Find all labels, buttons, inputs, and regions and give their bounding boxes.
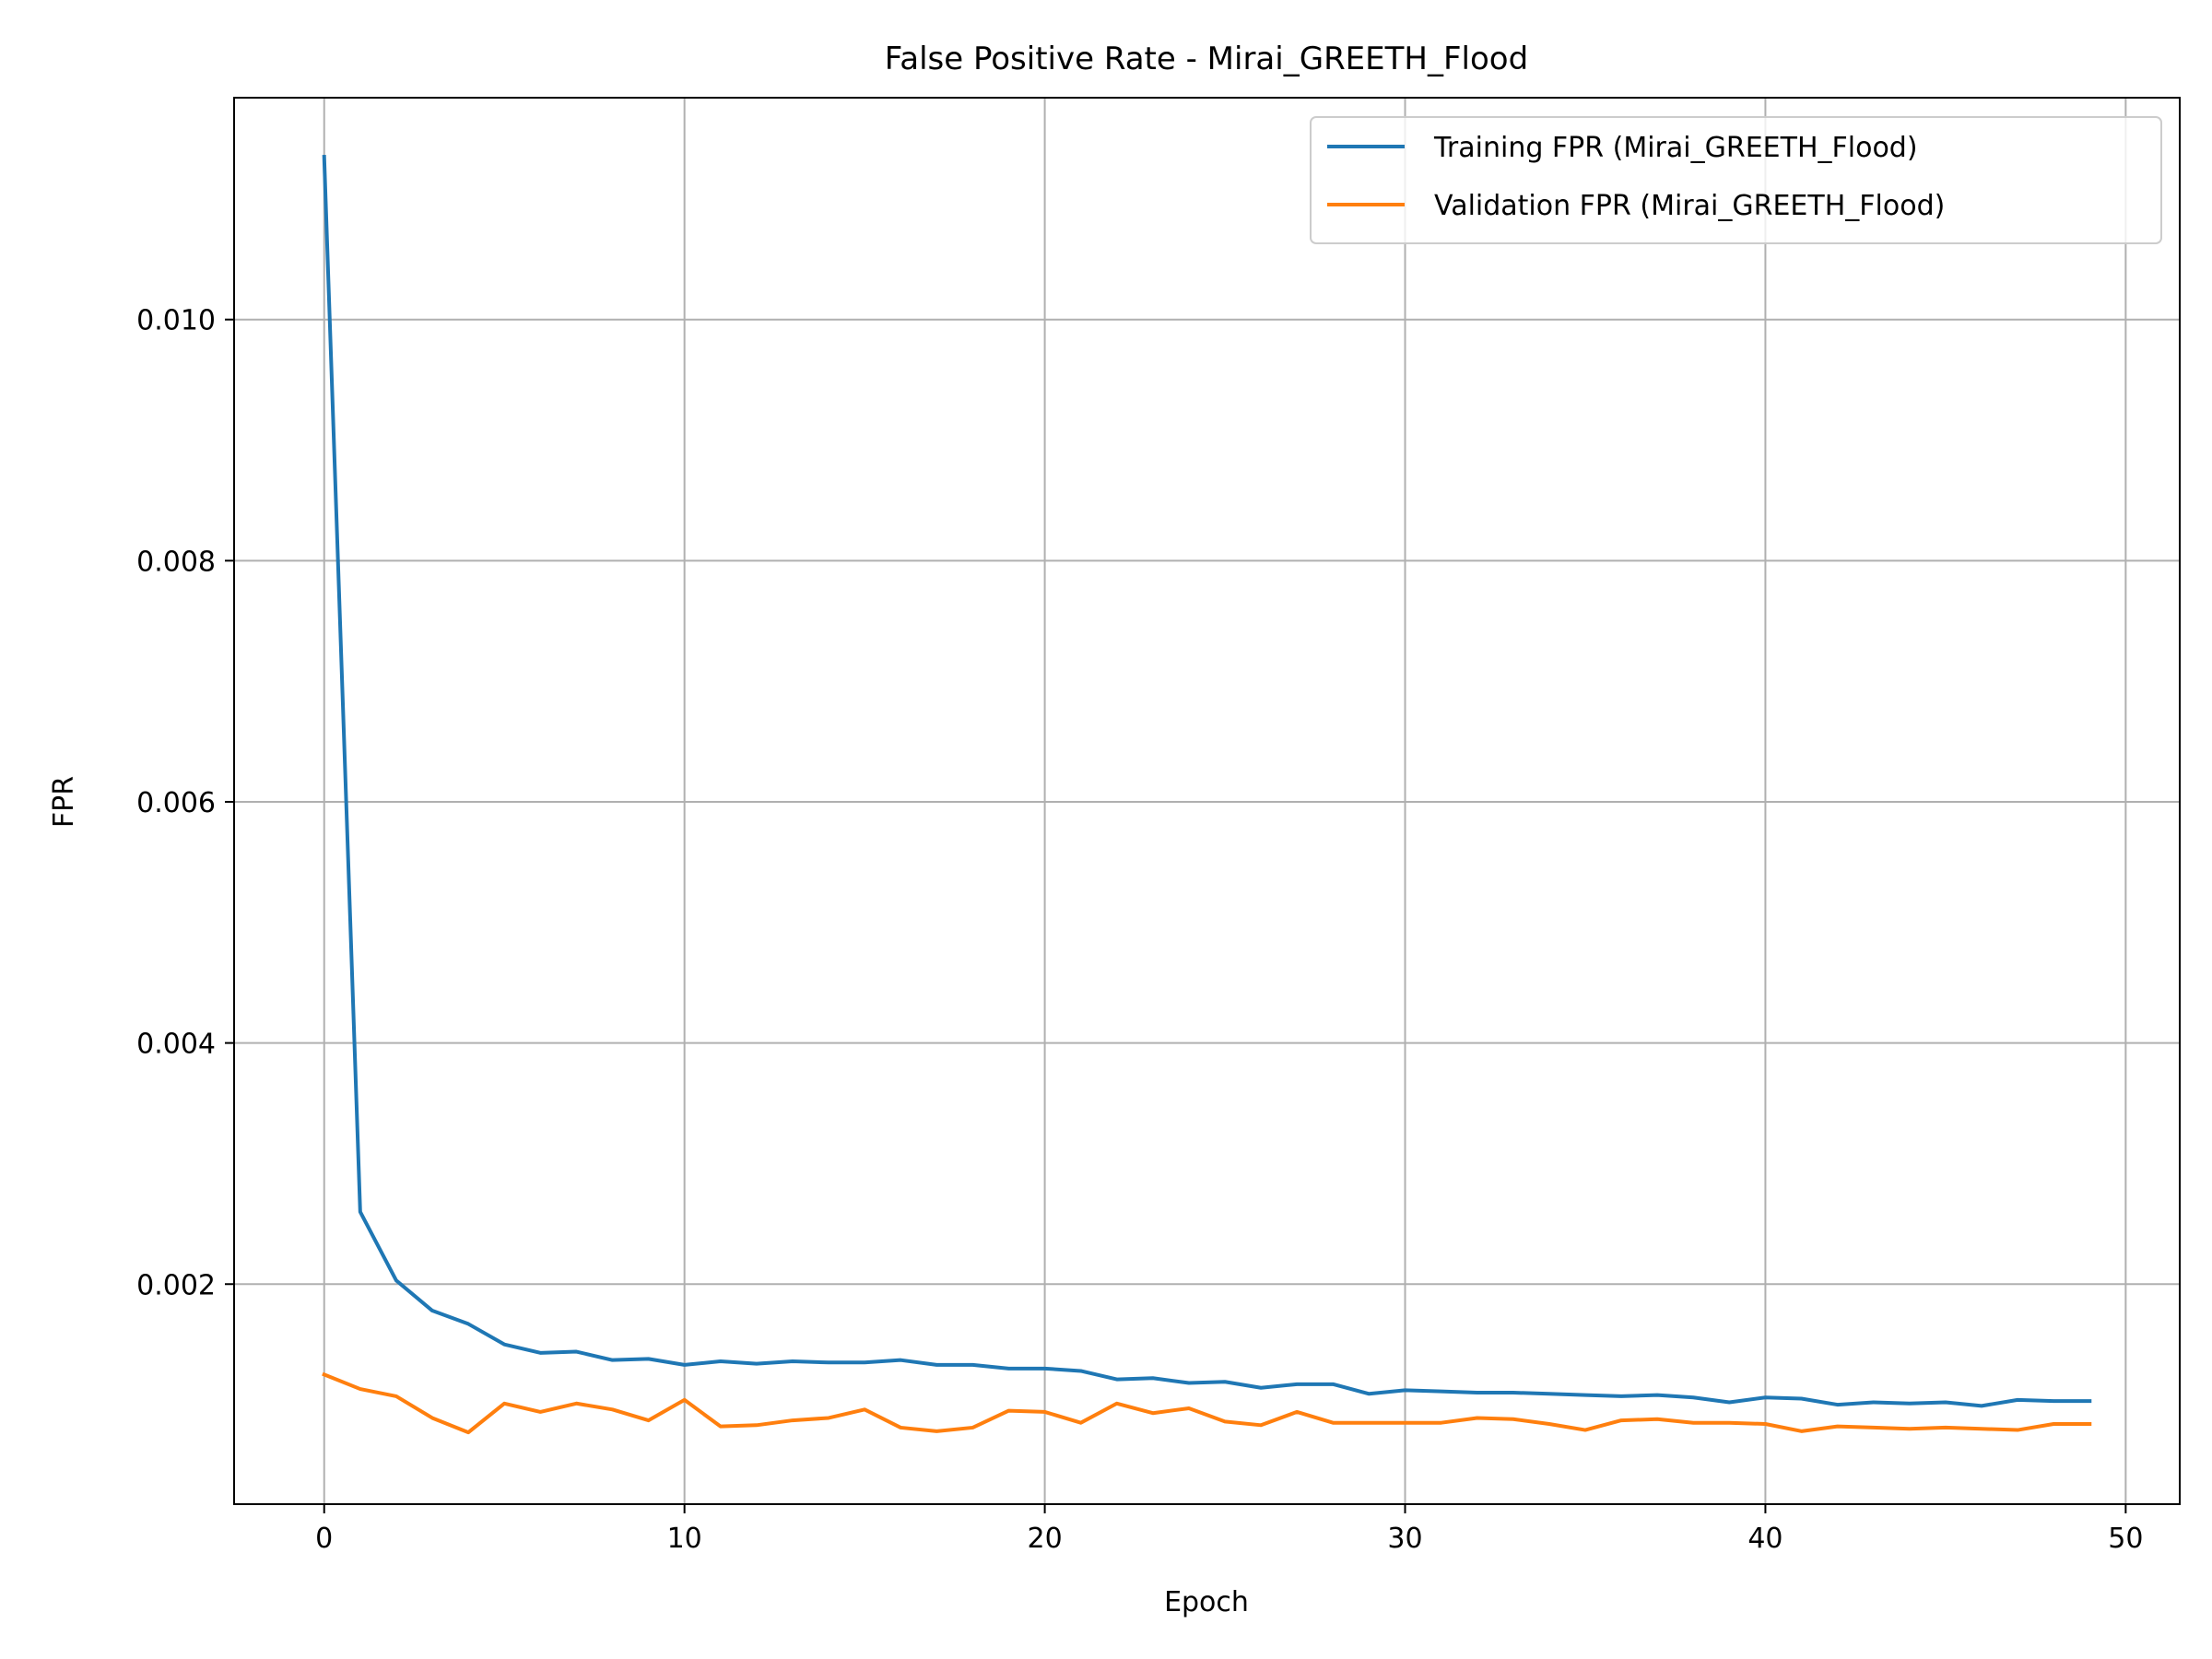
y-tick-label: 0.010: [136, 305, 216, 337]
grid-lines: [234, 98, 2180, 1504]
x-axis-ticks: 0 10 20 30 40 50: [315, 1504, 2143, 1555]
x-tick-label: 30: [1387, 1523, 1422, 1555]
legend-label-validation: Validation FPR (Mirai_GREETH_Flood): [1434, 190, 1945, 222]
x-tick-label: 10: [667, 1523, 702, 1555]
validation-fpr-line: [322, 1371, 2092, 1435]
series-lines: [322, 155, 2092, 1435]
x-axis-label: Epoch: [1164, 1586, 1249, 1618]
legend-box: [1310, 116, 2162, 244]
y-tick-label: 0.008: [136, 546, 216, 578]
chart-title: False Positive Rate - Mirai_GREETH_Flood: [885, 41, 1528, 77]
x-tick-label: 40: [1747, 1523, 1783, 1555]
y-tick-label: 0.004: [136, 1029, 216, 1061]
training-fpr-line: [322, 155, 2092, 1408]
y-axis-ticks: 0.002 0.004 0.006 0.008 0.010: [136, 305, 234, 1301]
x-tick-label: 0: [315, 1523, 333, 1555]
y-tick-label: 0.006: [136, 787, 216, 819]
x-tick-label: 20: [1027, 1523, 1062, 1555]
x-tick-label: 50: [2108, 1523, 2143, 1555]
y-tick-label: 0.002: [136, 1269, 216, 1301]
legend-label-training: Training FPR (Mirai_GREETH_Flood): [1433, 132, 1918, 164]
legend: Training FPR (Mirai_GREETH_Flood) Valida…: [1310, 116, 2162, 244]
y-axis-label: FPR: [48, 776, 80, 828]
